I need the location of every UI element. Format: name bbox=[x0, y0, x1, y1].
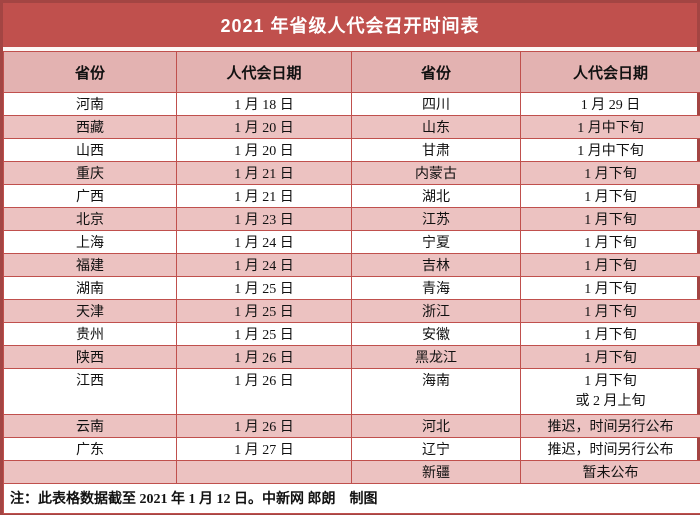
province-cell: 西藏 bbox=[3, 115, 177, 139]
province-cell: 吉林 bbox=[351, 253, 521, 277]
date-cell: 1 月 21 日 bbox=[176, 184, 352, 208]
province-cell: 湖南 bbox=[3, 276, 177, 300]
date-cell: 1 月下旬 bbox=[520, 299, 700, 323]
table-row: 江西 1 月 26 日海南 1 月下旬 或 2 月上旬 bbox=[3, 368, 700, 415]
province-cell: 内蒙古 bbox=[351, 161, 521, 185]
date-cell: 1 月 21 日 bbox=[176, 161, 352, 185]
date-cell: 1 月 24 日 bbox=[176, 230, 352, 254]
column-header-date-left: 人代会日期 bbox=[176, 51, 352, 93]
province-cell: 上海 bbox=[3, 230, 177, 254]
table-row: 福建 1 月 24 日吉林 1 月下旬 bbox=[3, 253, 700, 277]
province-cell: 湖北 bbox=[351, 184, 521, 208]
province-cell: 甘肃 bbox=[351, 138, 521, 162]
province-cell: 辽宁 bbox=[351, 436, 521, 461]
province-cell: 安徽 bbox=[351, 322, 521, 346]
date-cell: 1 月 18 日 bbox=[176, 92, 352, 116]
date-cell: 1 月 29 日 bbox=[520, 92, 700, 116]
date-cell: 1 月 24 日 bbox=[176, 253, 352, 277]
note-text: 注：此表格数据截至 2021 年 1 月 12 日。中新网 郎朗 制图 bbox=[3, 482, 700, 514]
schedule-table: 省份 人代会日期 省份 人代会日期 河南 1 月 18 日四川 1 月 29 日西藏… bbox=[3, 51, 700, 514]
date-cell: 1 月下旬 bbox=[520, 345, 700, 369]
date-cell: 1 月下旬 bbox=[520, 276, 700, 300]
province-cell: 宁夏 bbox=[351, 230, 521, 254]
date-cell: 暂未公布 bbox=[520, 459, 700, 484]
date-cell: 推迟，时间另行公布 bbox=[520, 413, 700, 438]
province-cell: 广西 bbox=[3, 184, 177, 208]
date-cell: 1 月 25 日 bbox=[176, 299, 352, 323]
date-cell: 1 月 27 日 bbox=[176, 436, 352, 461]
province-cell: 青海 bbox=[351, 276, 521, 300]
province-cell: 重庆 bbox=[3, 161, 177, 185]
province-cell: 江苏 bbox=[351, 207, 521, 231]
table-row: 北京 1 月 23 日江苏 1 月下旬 bbox=[3, 207, 700, 231]
table-row: 贵州 1 月 25 日安徽 1 月下旬 bbox=[3, 322, 700, 346]
table-row: 湖南 1 月 25 日青海 1 月下旬 bbox=[3, 276, 700, 300]
province-cell: 浙江 bbox=[351, 299, 521, 323]
title-separator bbox=[3, 47, 697, 51]
date-cell: 1 月 25 日 bbox=[176, 276, 352, 300]
date-cell: 1 月下旬 bbox=[520, 253, 700, 277]
table-row: 广东 1 月 27 日辽宁 推迟，时间另行公布 bbox=[3, 436, 700, 461]
table-row: 山西 1 月 20 日甘肃 1 月中下旬 bbox=[3, 138, 700, 162]
province-cell: 河南 bbox=[3, 92, 177, 116]
province-cell: 山东 bbox=[351, 115, 521, 139]
table-row: 云南 1 月 26 日河北 推迟，时间另行公布 bbox=[3, 413, 700, 438]
province-cell: 福建 bbox=[3, 253, 177, 277]
table-row: 河南 1 月 18 日四川 1 月 29 日 bbox=[3, 92, 700, 116]
table-row: 上海 1 月 24 日宁夏 1 月下旬 bbox=[3, 230, 700, 254]
table-row: 天津 1 月 25 日浙江 1 月下旬 bbox=[3, 299, 700, 323]
page-title: 2021 年省级人代会召开时间表 bbox=[220, 16, 480, 36]
date-cell: 1 月中下旬 bbox=[520, 115, 700, 139]
date-cell: 1 月 20 日 bbox=[176, 138, 352, 162]
province-cell: 江西 bbox=[3, 368, 177, 415]
date-cell: 1 月下旬 bbox=[520, 184, 700, 208]
date-cell: 1 月 26 日 bbox=[176, 368, 352, 415]
province-cell: 四川 bbox=[351, 92, 521, 116]
header-row: 省份 人代会日期 省份 人代会日期 bbox=[3, 51, 700, 93]
province-cell: 新疆 bbox=[351, 459, 521, 484]
date-cell: 1 月 20 日 bbox=[176, 115, 352, 139]
province-cell: 天津 bbox=[3, 299, 177, 323]
date-cell: 1 月下旬 bbox=[520, 207, 700, 231]
date-cell: 1 月 26 日 bbox=[176, 345, 352, 369]
date-cell: 1 月 23 日 bbox=[176, 207, 352, 231]
column-header-date-right: 人代会日期 bbox=[520, 51, 700, 93]
table-row: 重庆 1 月 21 日内蒙古 1 月下旬 bbox=[3, 161, 700, 185]
province-cell: 广东 bbox=[3, 436, 177, 461]
note-row: 注：此表格数据截至 2021 年 1 月 12 日。中新网 郎朗 制图 bbox=[3, 482, 700, 514]
date-cell: 1 月中下旬 bbox=[520, 138, 700, 162]
province-cell: 山西 bbox=[3, 138, 177, 162]
date-cell: 1 月下旬 bbox=[520, 322, 700, 346]
province-cell: 黑龙江 bbox=[351, 345, 521, 369]
province-cell: 云南 bbox=[3, 413, 177, 438]
date-cell bbox=[176, 459, 352, 484]
province-cell bbox=[3, 459, 177, 484]
date-cell: 1 月 26 日 bbox=[176, 413, 352, 438]
table-row: 新疆 暂未公布 bbox=[3, 459, 700, 484]
column-header-province-left: 省份 bbox=[3, 51, 177, 93]
date-cell: 推迟，时间另行公布 bbox=[520, 436, 700, 461]
date-cell: 1 月下旬 bbox=[520, 161, 700, 185]
table-row: 广西 1 月 21 日湖北 1 月下旬 bbox=[3, 184, 700, 208]
province-cell: 北京 bbox=[3, 207, 177, 231]
table-row: 西藏 1 月 20 日山东 1 月中下旬 bbox=[3, 115, 700, 139]
table-row: 陕西 1 月 26 日黑龙江 1 月下旬 bbox=[3, 345, 700, 369]
column-header-province-right: 省份 bbox=[351, 51, 521, 93]
province-cell: 贵州 bbox=[3, 322, 177, 346]
title-band: 2021 年省级人代会召开时间表 bbox=[3, 3, 697, 47]
date-cell: 1 月下旬 或 2 月上旬 bbox=[520, 368, 700, 415]
table-body: 河南 1 月 18 日四川 1 月 29 日西藏 1 月 20 日山东 1 月中下旬 山西… bbox=[3, 92, 700, 484]
date-cell: 1 月 25 日 bbox=[176, 322, 352, 346]
date-cell: 1 月下旬 bbox=[520, 230, 700, 254]
province-cell: 河北 bbox=[351, 413, 521, 438]
province-cell: 陕西 bbox=[3, 345, 177, 369]
province-cell: 海南 bbox=[351, 368, 521, 415]
